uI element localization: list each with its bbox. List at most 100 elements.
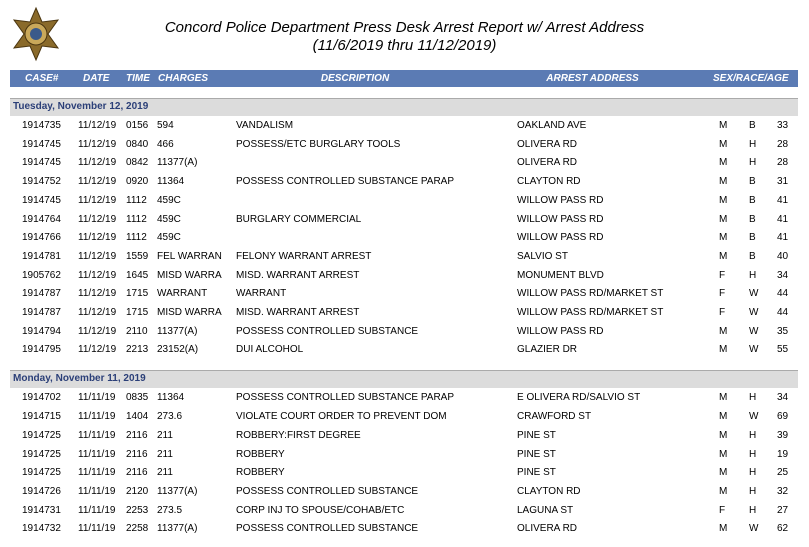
section-label: Tuesday, November 12, 2019 (13, 101, 149, 112)
cell: POSSESS/ETC BURGLARY TOOLS (236, 138, 401, 150)
cell: ROBBERY:FIRST DEGREE (236, 429, 361, 441)
cell: WILLOW PASS RD (517, 213, 604, 225)
column-header: TIME (126, 73, 150, 84)
cell: OLIVERA RD (517, 138, 578, 150)
cell: 41 (777, 194, 789, 206)
cell: 1112 (126, 232, 147, 244)
cell: 2213 (126, 344, 149, 356)
cell: M (719, 429, 728, 441)
cell: CORP INJ TO SPOUSE/COHAB/ETC (236, 504, 405, 516)
cell: 459C (157, 232, 181, 244)
section-bar (10, 98, 798, 116)
cell: PINE ST (517, 467, 556, 479)
cell: 2116 (126, 448, 148, 460)
cell: WILLOW PASS RD/MARKET ST (517, 307, 664, 318)
cell: 11/12/19 (78, 120, 117, 131)
cell: MISD WARRA (157, 307, 222, 318)
cell: 1914732 (22, 523, 61, 535)
cell: 11364 (157, 176, 185, 188)
cell: WILLOW PASS RD (517, 194, 604, 206)
cell: 2116 (126, 467, 148, 479)
cell: W (749, 307, 759, 318)
cell: 1914725 (22, 448, 61, 460)
cell: 35 (777, 325, 789, 337)
cell: B (749, 176, 756, 188)
cell: M (719, 157, 728, 169)
cell: 1559 (126, 250, 149, 262)
cell: 11/12/19 (78, 213, 117, 225)
cell: 1914735 (22, 120, 61, 131)
cell: M (719, 392, 728, 404)
cell: 2116 (126, 429, 148, 441)
cell: 466 (157, 138, 174, 150)
cell: WILLOW PASS RD (517, 232, 604, 244)
cell: 594 (157, 120, 174, 131)
cell: MISD. WARRANT ARREST (236, 269, 360, 281)
cell: 1914745 (22, 194, 61, 206)
cell: H (749, 467, 757, 479)
cell: MISD. WARRANT ARREST (236, 307, 360, 318)
cell: M (719, 213, 728, 225)
cell: H (749, 504, 757, 516)
cell: 1914745 (22, 138, 61, 150)
cell: 44 (777, 288, 789, 300)
cell: 273.5 (157, 504, 183, 516)
cell: 459C (157, 194, 181, 206)
cell: 34 (777, 392, 789, 404)
cell: DUI ALCOHOL (236, 344, 304, 356)
cell: B (749, 250, 756, 262)
cell: 11/11/19 (78, 485, 116, 497)
cell: 11/12/19 (78, 176, 117, 188)
cell: PINE ST (517, 448, 556, 460)
cell: H (749, 269, 757, 281)
cell: 1914794 (22, 325, 61, 337)
cell: 1914752 (22, 176, 61, 188)
cell: B (749, 232, 756, 244)
cell: 11/12/19 (78, 250, 117, 262)
cell: 11/12/19 (78, 269, 117, 281)
cell: FELONY WARRANT ARREST (236, 250, 372, 262)
cell: 1914787 (22, 288, 61, 300)
cell: 0920 (126, 176, 149, 188)
cell: 23152(A) (157, 344, 199, 356)
cell: WARRANT (157, 288, 208, 300)
cell: 1914795 (22, 344, 61, 356)
cell: M (719, 120, 728, 131)
cell: 2110 (126, 325, 148, 337)
cell: H (749, 157, 757, 169)
cell: 11/11/19 (78, 523, 116, 535)
cell: B (749, 120, 756, 131)
cell: B (749, 213, 756, 225)
cell: M (719, 523, 728, 535)
cell: M (719, 485, 728, 497)
cell: 55 (777, 344, 789, 356)
cell: 0842 (126, 157, 149, 169)
cell: W (749, 344, 759, 356)
cell: M (719, 194, 728, 206)
cell: 44 (777, 307, 789, 318)
cell: 28 (777, 138, 789, 150)
cell: 11/12/19 (78, 194, 117, 206)
cell: CRAWFORD ST (517, 411, 592, 423)
cell: F (719, 504, 726, 516)
cell: H (749, 485, 757, 497)
cell: 1914764 (22, 213, 61, 225)
cell: W (749, 325, 759, 337)
cell: 1905762 (22, 269, 61, 281)
cell: 11/11/19 (78, 411, 116, 423)
cell: 1404 (126, 411, 149, 423)
cell: 1914725 (22, 467, 61, 479)
cell: WILLOW PASS RD/MARKET ST (517, 288, 664, 300)
cell: OLIVERA RD (517, 523, 578, 535)
cell: 69 (777, 411, 789, 423)
cell: POSSESS CONTROLLED SUBSTANCE PARAP (236, 176, 455, 188)
cell: 27 (777, 504, 789, 516)
cell: 1914781 (22, 250, 61, 262)
cell: VIOLATE COURT ORDER TO PREVENT DOM (236, 411, 447, 423)
column-header: DESCRIPTION (320, 73, 390, 84)
cell: 11377(A) (157, 485, 198, 497)
cell: 11/11/19 (78, 467, 116, 479)
cell: 11/11/19 (78, 504, 116, 516)
cell: GLAZIER DR (517, 344, 578, 356)
